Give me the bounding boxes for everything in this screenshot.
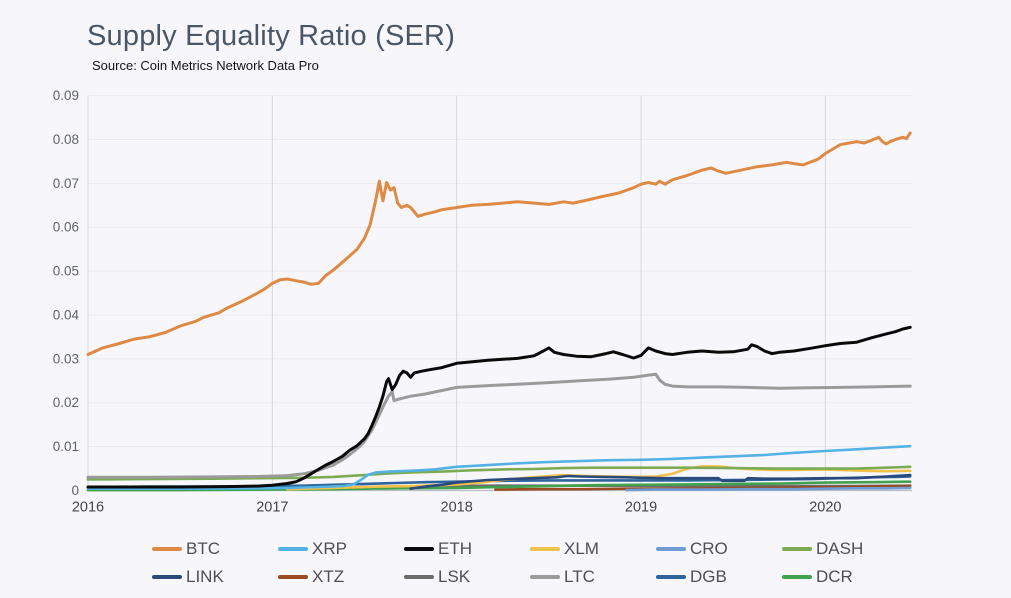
legend-label-dcr: DCR (816, 567, 853, 586)
series-line-ltc (86, 372, 912, 479)
legend-label-lsk: LSK (438, 567, 471, 586)
y-tick-label-0.09: 0.09 (53, 88, 79, 103)
series-line-eth (86, 325, 912, 489)
legend-item-cro[interactable]: CRO (656, 536, 782, 562)
legend-swatch-lsk (404, 575, 434, 579)
y-tick-label-0.01: 0.01 (53, 439, 79, 454)
x-tick-label-2019: 2019 (625, 500, 657, 516)
y-tick-label-0.02: 0.02 (53, 395, 79, 410)
legend-label-xlm: XLM (564, 539, 599, 558)
chart-legend: BTC XRP ETH XLM CRO DASH LINK XTZ LSK LTC DGB DCR (152, 536, 908, 590)
y-tick-label-0.03: 0.03 (53, 351, 79, 366)
legend-swatch-cro (656, 547, 686, 551)
legend-swatch-dgb (656, 575, 686, 579)
legend-item-xrp[interactable]: XRP (278, 536, 404, 562)
legend-swatch-dcr (782, 575, 812, 579)
legend-label-xrp: XRP (312, 539, 347, 558)
legend-item-ltc[interactable]: LTC (530, 564, 656, 590)
y-tick-label-0.06: 0.06 (53, 220, 79, 235)
legend-swatch-dash (782, 547, 812, 551)
legend-label-xtz: XTZ (312, 567, 345, 586)
page-title: Supply Equality Ratio (SER) (87, 20, 456, 52)
legend-label-dash: DASH (816, 539, 864, 558)
y-tick-label-0.08: 0.08 (53, 132, 79, 147)
legend-item-dcr[interactable]: DCR (782, 564, 908, 590)
legend-item-eth[interactable]: ETH (404, 536, 530, 562)
y-tick-label-0.04: 0.04 (53, 307, 80, 322)
series-line-dash (86, 465, 912, 481)
chart-source-label: Source: Coin Metrics Network Data Pro (92, 58, 319, 73)
legend-swatch-eth (404, 547, 434, 551)
legend-label-btc: BTC (186, 539, 220, 558)
legend-label-cro: CRO (690, 539, 728, 558)
x-tick-label-2018: 2018 (441, 500, 473, 516)
x-tick-label-2016: 2016 (72, 500, 104, 516)
legend-item-lsk[interactable]: LSK (404, 564, 530, 590)
x-tick-label-2020: 2020 (809, 500, 841, 516)
y-tick-label-0.05: 0.05 (53, 264, 79, 279)
legend-swatch-xlm (530, 547, 560, 551)
legend-item-dgb[interactable]: DGB (656, 564, 782, 590)
y-tick-label-0: 0 (71, 483, 79, 498)
legend-swatch-link (152, 575, 182, 579)
series-line-xrp (86, 444, 912, 491)
legend-label-ltc: LTC (564, 567, 595, 586)
legend-label-dgb: DGB (690, 567, 727, 586)
legend-item-btc[interactable]: BTC (152, 536, 278, 562)
legend-swatch-xtz (278, 575, 308, 579)
ser-line-chart: 0 0.01 0.02 0.03 0.04 0.05 0.06 0.07 0.08 0.09 201… (53, 88, 912, 516)
legend-swatch-ltc (530, 575, 560, 579)
series-line-cro (624, 486, 912, 492)
legend-label-eth: ETH (438, 539, 472, 558)
legend-label-link: LINK (186, 567, 224, 586)
legend-item-link[interactable]: LINK (152, 564, 278, 590)
series-line-btc (86, 131, 912, 356)
legend-swatch-xrp (278, 547, 308, 551)
legend-item-xtz[interactable]: XTZ (278, 564, 404, 590)
series-line-link (409, 473, 912, 491)
y-tick-label-0.07: 0.07 (53, 176, 79, 191)
legend-item-xlm[interactable]: XLM (530, 536, 656, 562)
legend-swatch-btc (152, 547, 182, 551)
legend-item-dash[interactable]: DASH (782, 536, 908, 562)
x-tick-label-2017: 2017 (256, 500, 288, 516)
